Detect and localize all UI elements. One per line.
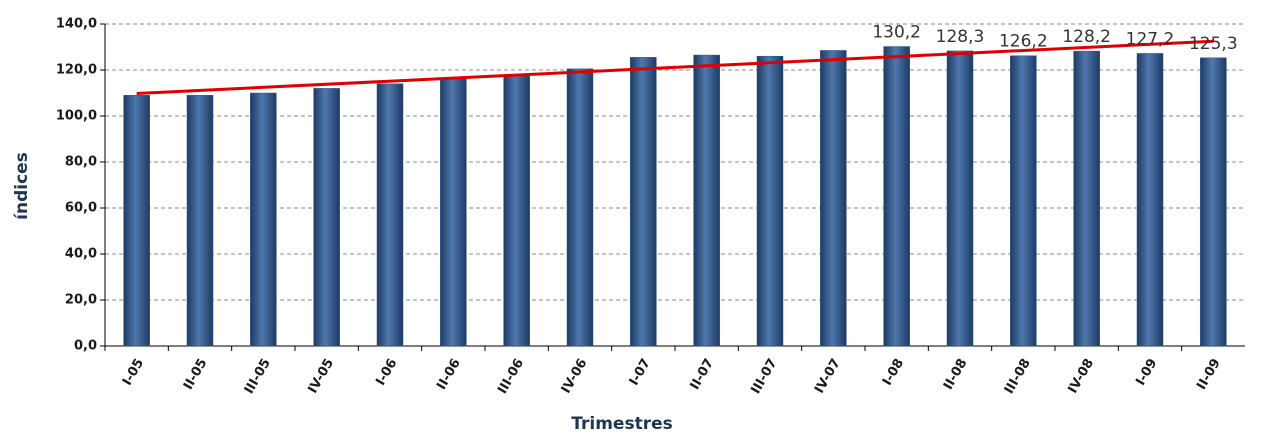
bar (820, 50, 847, 347)
bar (440, 78, 467, 347)
bar (693, 54, 720, 347)
bar (630, 57, 657, 347)
y-tick-label: 80,0 (65, 155, 97, 170)
y-tick-label: 140,0 (56, 17, 97, 32)
value-label: 126,2 (999, 32, 1048, 52)
bar (756, 55, 784, 347)
value-label: 128,3 (936, 27, 985, 47)
x-tick-label: III-07 (749, 356, 781, 396)
bar (1136, 53, 1164, 347)
value-label: 128,2 (1062, 27, 1111, 47)
bar (1073, 50, 1100, 347)
x-tick-label: IV-05 (305, 356, 337, 396)
value-label: 127,2 (1126, 29, 1175, 49)
x-tick-label: III-08 (1002, 356, 1034, 396)
x-tick-label: I-08 (880, 356, 907, 388)
x-axis-title: Trimestres (571, 414, 672, 434)
y-tick-label: 0,0 (74, 339, 97, 354)
y-tick-label: 40,0 (65, 247, 97, 262)
bar (1010, 55, 1037, 347)
value-label: 125,3 (1189, 34, 1238, 54)
x-tick-label: III-05 (242, 356, 274, 396)
bar (1200, 57, 1227, 347)
bar (313, 88, 340, 347)
trend-line (136, 39, 1214, 95)
x-tick-label: II-08 (941, 356, 971, 392)
x-tick-label: IV-08 (1065, 356, 1097, 396)
x-tick-label: I-07 (627, 356, 654, 388)
x-tick-label: II-06 (434, 356, 464, 392)
x-tick-label: I-06 (373, 356, 400, 388)
bar (186, 95, 214, 347)
x-tick-label: I-09 (1133, 356, 1160, 388)
x-tick-label: II-05 (181, 356, 211, 392)
bar (566, 68, 594, 347)
value-label: 130,2 (872, 23, 921, 43)
bar (250, 92, 277, 347)
x-tick-label: II-09 (1194, 356, 1224, 392)
bar (503, 75, 530, 347)
y-tick-label: 60,0 (65, 201, 97, 216)
x-tick-label: IV-06 (559, 356, 591, 396)
y-axis-title: índices (12, 152, 32, 220)
y-tick-label: 100,0 (56, 109, 97, 124)
x-tick-label: I-05 (120, 356, 147, 388)
bar (123, 95, 150, 347)
bar (946, 50, 974, 347)
bar (376, 83, 404, 347)
y-tick-label: 120,0 (56, 63, 97, 78)
bar (883, 46, 910, 347)
x-tick-label: III-06 (495, 356, 527, 396)
x-tick-label: II-07 (688, 356, 718, 392)
x-tick-label: IV-07 (812, 356, 844, 396)
y-tick-label: 20,0 (65, 293, 97, 308)
